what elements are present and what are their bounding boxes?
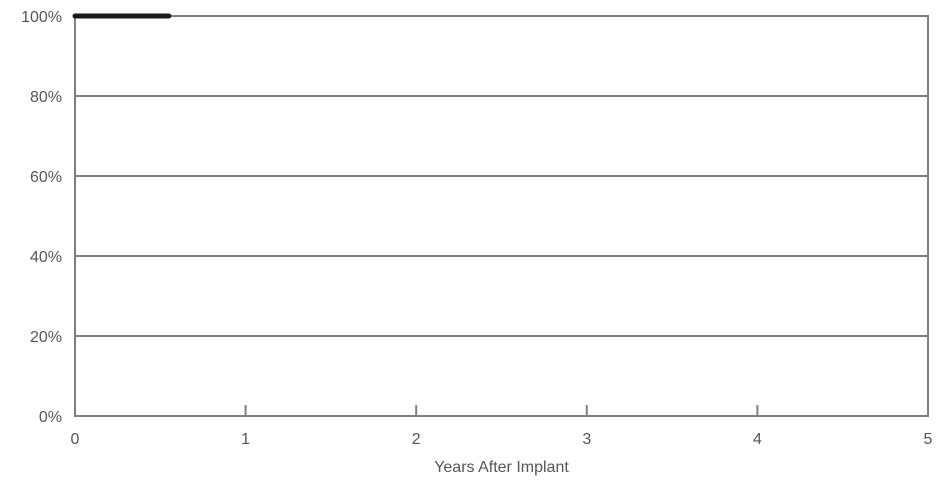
x-tick-label-4: 4 <box>753 431 762 448</box>
x-ticks <box>244 405 759 416</box>
x-tick-labels: 0 1 2 3 4 5 <box>71 431 933 448</box>
x-tick-label-2: 2 <box>412 431 421 448</box>
y-tick-label-60: 60% <box>30 169 62 186</box>
x-tick-label-3: 3 <box>582 431 591 448</box>
y-tick-label-80: 80% <box>30 89 62 106</box>
y-tick-label-0: 0% <box>39 409 62 426</box>
x-tick-label-5: 5 <box>924 431 933 448</box>
x-axis-title: Years After Implant <box>434 459 569 476</box>
y-tick-label-20: 20% <box>30 329 62 346</box>
plot-frame <box>74 15 929 417</box>
grid-lines <box>75 95 928 337</box>
y-tick-label-40: 40% <box>30 249 62 266</box>
x-tick-label-0: 0 <box>71 431 80 448</box>
y-tick-labels: 0% 20% 40% 60% 80% 100% <box>21 9 62 426</box>
x-tick-label-1: 1 <box>241 431 250 448</box>
y-tick-label-100: 100% <box>21 9 62 26</box>
